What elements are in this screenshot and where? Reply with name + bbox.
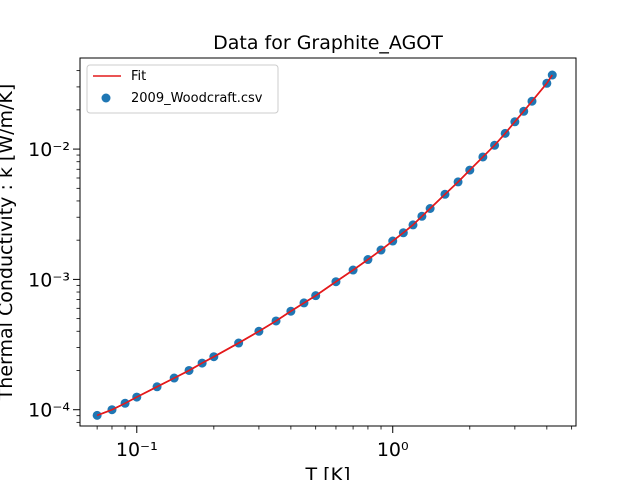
legend: Fit 2009_Woodcraft.csv (86, 64, 279, 114)
legend-box (86, 64, 279, 114)
legend-scatter-marker (101, 93, 111, 103)
plot-area (79, 57, 577, 427)
legend-scatter-label: 2009_Woodcraft.csv (131, 91, 263, 106)
tick-labels: 10⁻¹ 10⁰ 10⁻⁴ 10⁻³ 10⁻² (28, 139, 408, 461)
chart-title: Data for Graphite_AGOT (213, 32, 443, 54)
x-tick-label: 10⁰ (377, 439, 409, 461)
y-tick-label: 10⁻⁴ (28, 400, 70, 422)
y-axis-label: Thermal Conductivity : k [W/m/K] (0, 84, 17, 402)
x-tick-label: 10⁻¹ (116, 439, 158, 461)
x-axis-label: T [K] (305, 464, 351, 480)
major-ticks (73, 148, 394, 433)
minor-ticks (76, 70, 573, 430)
fit-line-overlay (96, 74, 553, 417)
legend-fit-label: Fit (131, 69, 146, 84)
scatter-series (92, 70, 557, 420)
y-tick-label: 10⁻² (28, 139, 70, 161)
y-tick-label: 10⁻³ (28, 269, 70, 291)
